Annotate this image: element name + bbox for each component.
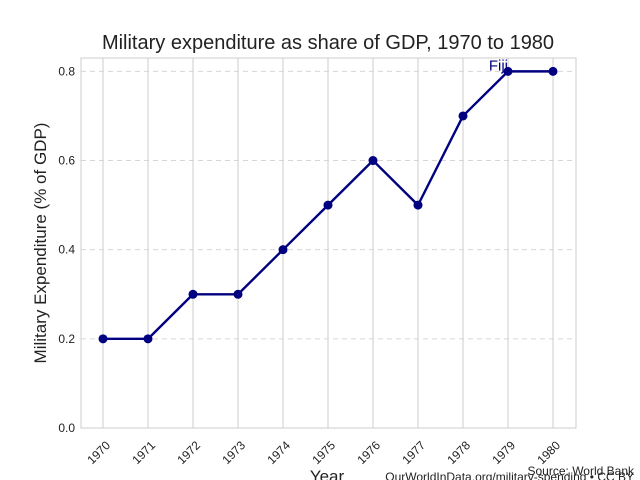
data-point xyxy=(368,156,378,166)
data-point xyxy=(323,200,333,210)
data-point xyxy=(278,245,288,255)
y-tick-label: 0.8 xyxy=(58,64,75,78)
x-axis: 1970 1971 1972 1973 1974 1975 1976 1977 1978 1979… xyxy=(84,438,563,467)
x-tick-label: 1973 xyxy=(219,438,248,467)
data-point xyxy=(188,289,198,299)
data-point xyxy=(143,334,153,344)
series-label: Fiji xyxy=(489,57,508,74)
y-tick-label: 0.4 xyxy=(58,243,75,257)
x-tick-label: 1971 xyxy=(129,438,158,467)
y-tick-label: 0.6 xyxy=(58,154,75,168)
y-axis: 0.0 0.2 0.4 0.6 0.8 xyxy=(58,64,75,435)
x-tick-label: 1975 xyxy=(309,438,338,467)
data-point xyxy=(503,66,513,76)
y-tick-label: 0.0 xyxy=(58,421,75,435)
x-tick-label: 1977 xyxy=(399,438,428,467)
data-point xyxy=(98,334,108,344)
x-tick-label: 1980 xyxy=(534,438,563,467)
series-layer: Fiji xyxy=(98,57,558,344)
grid xyxy=(81,58,576,428)
y-axis-label: Military Expenditure (% of GDP) xyxy=(31,123,50,364)
x-tick-label: 1974 xyxy=(264,438,293,467)
data-point xyxy=(413,200,423,210)
x-tick-label: 1970 xyxy=(84,438,113,467)
x-tick-label: 1978 xyxy=(444,438,473,467)
chart-title: Military expenditure as share of GDP, 19… xyxy=(102,32,554,54)
data-point xyxy=(548,66,558,76)
plot-frame xyxy=(80,57,577,429)
source-note: Source: World Bank xyxy=(528,464,635,478)
x-axis-label: Year xyxy=(310,467,345,480)
x-tick-label: 1972 xyxy=(174,438,203,467)
license-url: OurWorldInData.org/military-spending • C… xyxy=(385,470,634,480)
x-tick-label: 1979 xyxy=(489,438,518,467)
y-tick-label: 0.2 xyxy=(58,332,75,346)
data-point xyxy=(458,111,468,121)
data-point xyxy=(233,289,243,299)
x-tick-label: 1976 xyxy=(354,438,383,467)
